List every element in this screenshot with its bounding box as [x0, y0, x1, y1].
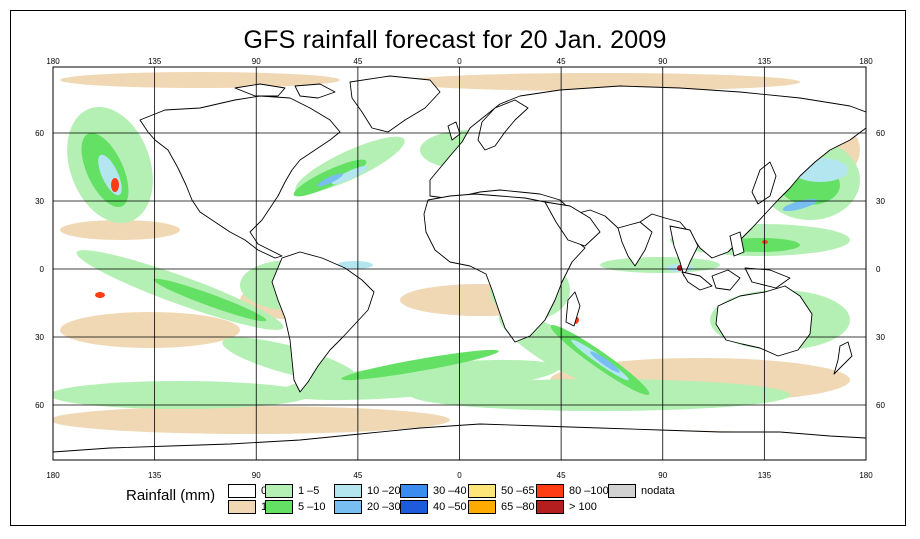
- rain-area: [337, 261, 373, 269]
- legend-label: 0: [261, 485, 267, 497]
- lon-tick-label: 135: [148, 57, 162, 66]
- legend-swatch: [400, 484, 428, 498]
- rain-area: [782, 198, 818, 212]
- lat-tick-label: 60: [876, 401, 885, 410]
- rain-area: [95, 292, 105, 298]
- lon-tick-label: 135: [758, 57, 772, 66]
- longitude-labels-bottom: 180 135 90 45 0 45 90 135 180: [46, 471, 873, 480]
- lon-tick-label: 180: [859, 57, 873, 66]
- rain-area: [280, 359, 560, 401]
- rain-area: [317, 173, 343, 187]
- rain-area: [762, 240, 768, 244]
- rain-area: [111, 178, 119, 192]
- lat-tick-label: 0: [876, 265, 881, 274]
- graticule: [53, 67, 866, 460]
- latitude-labels-left: 60 30 0 30 60: [35, 129, 44, 410]
- lat-tick-label: 60: [876, 129, 885, 138]
- legend-swatch: [536, 500, 564, 514]
- lon-tick-label: 180: [859, 471, 873, 480]
- rain-area: [60, 72, 340, 88]
- legend-swatch: [608, 484, 636, 498]
- legend-swatch: [468, 484, 496, 498]
- legend-label: 80 –100: [569, 485, 609, 497]
- lon-tick-label: 180: [46, 471, 60, 480]
- rain-area: [590, 351, 620, 373]
- lon-tick-label: 0: [457, 57, 462, 66]
- lat-tick-label: 30: [876, 333, 885, 342]
- lon-tick-label: 90: [658, 471, 667, 480]
- lon-tick-label: 90: [658, 57, 667, 66]
- legend-label: 65 –80: [501, 501, 535, 513]
- legend-swatch: [265, 500, 293, 514]
- rain-area: [400, 73, 800, 91]
- lon-tick-label: 45: [557, 471, 566, 480]
- lon-tick-label: 90: [252, 57, 261, 66]
- lon-tick-label: 135: [758, 471, 772, 480]
- legend-swatch: [400, 500, 428, 514]
- lat-tick-label: 60: [35, 401, 44, 410]
- latitude-labels-right: 60 30 0 30 60: [876, 129, 885, 410]
- legend-swatch: [334, 484, 362, 498]
- land-outlines: [53, 75, 866, 460]
- legend-swatch: [265, 484, 293, 498]
- legend-label: > 100: [569, 501, 597, 513]
- legend-label: 10 –20: [367, 485, 401, 497]
- rain-area: [153, 278, 267, 322]
- legend-swatch: [468, 500, 496, 514]
- lat-tick-label: 0: [40, 265, 45, 274]
- legend-swatch: [536, 484, 564, 498]
- lon-tick-label: 135: [148, 471, 162, 480]
- lon-tick-label: 0: [457, 471, 462, 480]
- lat-tick-label: 60: [35, 129, 44, 138]
- figure-frame: [10, 10, 906, 526]
- legend-label: 20 –30: [367, 501, 401, 513]
- lon-tick-label: 90: [252, 471, 261, 480]
- longitude-labels-top: 180 135 90 45 0 45 90 135 180: [46, 57, 873, 66]
- lon-tick-label: 45: [353, 471, 362, 480]
- rain-area: [600, 257, 720, 273]
- rain-area: [331, 165, 369, 185]
- legend-label: 5 –10: [298, 501, 326, 513]
- rain-area: [60, 220, 180, 240]
- rain-area: [53, 406, 450, 434]
- legend-swatch: [228, 500, 256, 514]
- map-title: GFS rainfall forecast for 20 Jan. 2009: [243, 26, 667, 54]
- legend-title: Rainfall (mm): [126, 487, 216, 504]
- legend-label: 1 –5: [298, 485, 320, 497]
- rain-area: [53, 381, 310, 409]
- legend-label: nodata: [641, 485, 675, 497]
- legend-swatch: [334, 500, 362, 514]
- lat-tick-label: 30: [35, 197, 44, 206]
- legend-label: 40 –50: [433, 501, 467, 513]
- map-border: [52, 66, 867, 461]
- legend-label: 50 –65: [501, 485, 535, 497]
- legend-label: 1: [261, 501, 267, 513]
- legend-label: 30 –40: [433, 485, 467, 497]
- rain-area: [60, 312, 240, 348]
- lat-tick-label: 30: [35, 333, 44, 342]
- lat-tick-label: 30: [876, 197, 885, 206]
- lon-tick-label: 45: [557, 57, 566, 66]
- lon-tick-label: 45: [353, 57, 362, 66]
- legend-swatch: [228, 484, 256, 498]
- rain-area: [410, 379, 790, 411]
- lon-tick-label: 180: [46, 57, 60, 66]
